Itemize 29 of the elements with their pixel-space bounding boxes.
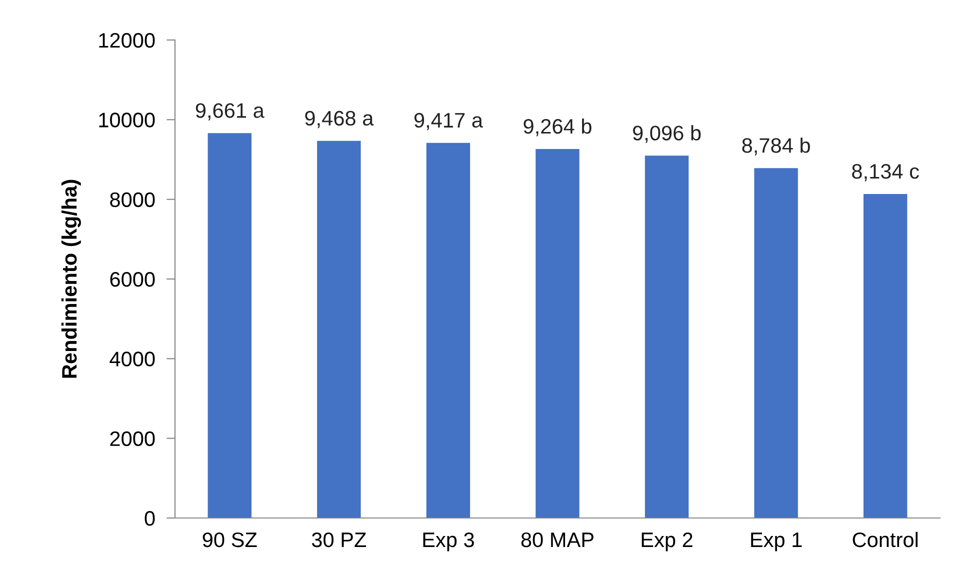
data-label: 9,661 a — [196, 103, 264, 120]
y-tick-label: 8000 — [110, 192, 155, 208]
bar — [644, 156, 689, 518]
bar — [536, 148, 580, 518]
bar — [208, 133, 252, 518]
bar — [317, 140, 361, 518]
bar — [864, 194, 908, 518]
x-tick-label: Exp 2 — [642, 532, 692, 552]
x-tick-label: Control — [852, 532, 918, 548]
x-tick-label: 90 SZ — [202, 532, 257, 548]
x-tick-label: Exp 1 — [751, 532, 802, 552]
data-label: 9,468 a — [305, 110, 374, 128]
x-tick-label: 80 MAP — [521, 532, 594, 548]
data-label: 9,264 b — [524, 118, 592, 136]
data-label: 9,096 b — [633, 125, 701, 143]
data-label: 9,417 a — [414, 112, 483, 130]
y-tick-label: 4000 — [110, 352, 155, 366]
y-axis-title: Rendimiento (kg/ha) — [61, 180, 81, 378]
y-tick-label: 0 — [144, 511, 155, 526]
data-label: 8,134 c — [852, 164, 919, 182]
y-tick-label: 2000 — [110, 431, 155, 446]
y-tick-label: 10000 — [99, 112, 155, 128]
y-tick-label: 6000 — [110, 272, 155, 287]
data-label: 8,784 b — [742, 138, 810, 156]
x-tick-label: Exp 3 — [423, 532, 474, 552]
x-tick-label: 30 PZ — [312, 532, 366, 548]
y-tick-label: 12000 — [99, 33, 155, 48]
bar — [754, 168, 798, 518]
bar — [426, 142, 470, 518]
